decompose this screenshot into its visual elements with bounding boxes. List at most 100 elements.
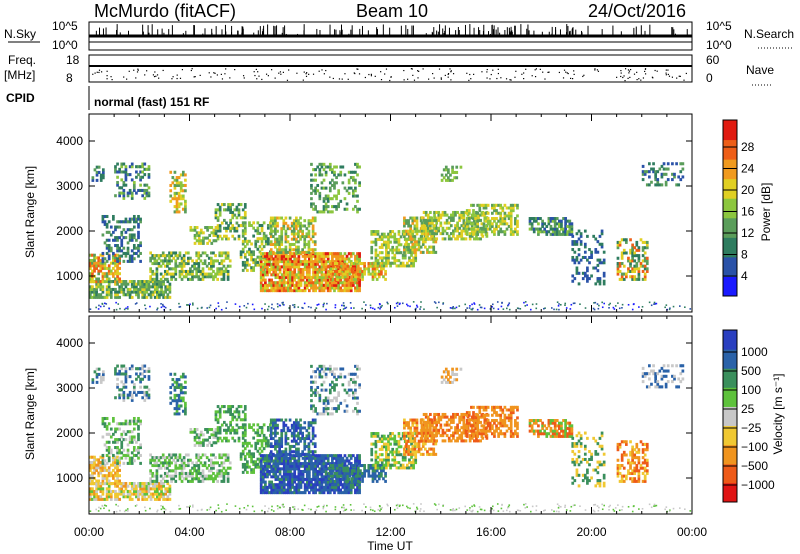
- heatmap-cell: [345, 262, 349, 266]
- heatmap-cell: [99, 463, 103, 467]
- freq-dot: [566, 72, 568, 74]
- heatmap-cell: [393, 306, 396, 309]
- heatmap-cell: [274, 273, 278, 277]
- heatmap-cell: [620, 277, 624, 281]
- heatmap-cell: [248, 253, 251, 257]
- heatmap-cell: [349, 176, 353, 180]
- heatmap-cell: [114, 458, 117, 462]
- heatmap-cell: [370, 248, 374, 252]
- heatmap-cell: [235, 208, 239, 212]
- heatmap-cell: [197, 469, 201, 473]
- freq-dot: [410, 68, 412, 70]
- heatmap-cell: [151, 479, 155, 483]
- heatmap-cell: [241, 250, 245, 254]
- heatmap-cell: [594, 282, 598, 286]
- heatmap-cell: [218, 431, 222, 435]
- freq-dot: [106, 70, 108, 72]
- heatmap-cell: [212, 479, 215, 483]
- heatmap-cell: [310, 202, 313, 206]
- heatmap-cell: [132, 482, 136, 486]
- heatmap-cell: [433, 210, 436, 214]
- heatmap-cell: [507, 303, 510, 306]
- heatmap-cell: [95, 295, 98, 299]
- heatmap-cell: [293, 283, 297, 287]
- heatmap-cell: [101, 461, 105, 465]
- freq-dot: [385, 68, 388, 70]
- heatmap-cell: [486, 222, 490, 226]
- heatmap-cell: [101, 251, 105, 255]
- heatmap-cell: [324, 205, 328, 209]
- heatmap-cell: [120, 238, 124, 242]
- heatmap-cell: [620, 275, 624, 279]
- heatmap-cell: [598, 282, 602, 286]
- heatmap-cell: [370, 230, 374, 234]
- heatmap-cell: [256, 226, 260, 230]
- heatmap-cell: [656, 178, 660, 182]
- heatmap-cell: [551, 219, 555, 223]
- heatmap-cell: [95, 285, 98, 289]
- heatmap-cell: [155, 469, 159, 473]
- heatmap-cell: [168, 487, 172, 491]
- heatmap-cell: [590, 255, 593, 259]
- heatmap-cell: [266, 283, 269, 287]
- heatmap-cell: [407, 219, 410, 223]
- heatmap-cell: [476, 224, 480, 228]
- heatmap-cell: [528, 219, 532, 223]
- heatmap-cell: [372, 232, 376, 236]
- heatmap-cell: [216, 216, 220, 220]
- heatmap-cell: [380, 306, 382, 309]
- heatmap-cell: [195, 272, 199, 276]
- heatmap-cell: [399, 264, 403, 268]
- heatmap-cell: [466, 307, 468, 309]
- heatmap-cell: [616, 269, 620, 273]
- heatmap-cell: [278, 304, 281, 307]
- heatmap-cell: [191, 259, 194, 263]
- heatmap-cell: [454, 237, 457, 241]
- freq-dot: [312, 73, 315, 75]
- heatmap-cell: [93, 293, 96, 297]
- heatmap-cell: [558, 303, 560, 305]
- heatmap-cell: [562, 227, 565, 231]
- heatmap-cell: [210, 262, 213, 266]
- heatmap-cell: [426, 248, 429, 252]
- heatmap-cell: [166, 497, 170, 501]
- heatmap-cell: [566, 232, 570, 236]
- heatmap-cell: [284, 260, 288, 264]
- heatmap-cell: [410, 240, 413, 244]
- heatmap-cell: [214, 239, 218, 243]
- heatmap-cell: [354, 260, 357, 264]
- heatmap-cell: [147, 165, 151, 169]
- heatmap-cell: [454, 226, 457, 230]
- heatmap-cell: [182, 471, 186, 475]
- heatmap-cell: [153, 262, 157, 266]
- heatmap-cell: [471, 308, 473, 311]
- heatmap-cell: [226, 479, 230, 483]
- heatmap-cell: [224, 251, 228, 255]
- heatmap-cell: [462, 210, 466, 214]
- heatmap-cell: [184, 385, 187, 389]
- heatmap-cell: [316, 254, 320, 258]
- heatmap-cell: [175, 207, 179, 211]
- heatmap-cell: [608, 303, 610, 306]
- heatmap-cell: [436, 306, 438, 309]
- heatmap-cell: [116, 484, 119, 488]
- heatmap-cell: [282, 304, 285, 306]
- heatmap-cell: [128, 165, 132, 169]
- heatmap-cell: [135, 251, 138, 255]
- heatmap-cell: [177, 383, 181, 387]
- heatmap-cell: [210, 464, 213, 468]
- heatmap-cell: [141, 280, 145, 284]
- heatmap-cell: [181, 385, 185, 389]
- heatmap-cell: [287, 273, 290, 277]
- heatmap-cell: [324, 281, 328, 285]
- heatmap-cell: [105, 479, 109, 483]
- heatmap-cell: [371, 275, 375, 279]
- heatmap-cell: [380, 272, 383, 276]
- heatmap-cell: [323, 302, 325, 305]
- heatmap-cell: [335, 165, 338, 169]
- heatmap-cell: [239, 457, 243, 461]
- heatmap-cell: [189, 458, 192, 462]
- heatmap-cell: [555, 230, 559, 234]
- heatmap-cell: [570, 303, 573, 306]
- heatmap-cell: [433, 224, 436, 228]
